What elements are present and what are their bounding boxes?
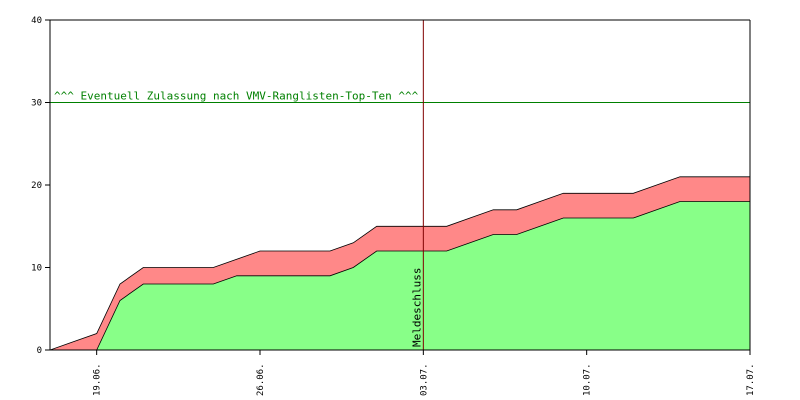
y-tick-label: 20 [31, 181, 42, 191]
threshold-label: ^^^ Eventuell Zulassung nach VMV-Ranglis… [54, 90, 419, 103]
x-tick-label: 03.07. [419, 363, 429, 396]
threshold-line-group: ^^^ Eventuell Zulassung nach VMV-Ranglis… [50, 90, 750, 103]
y-tick-label: 40 [31, 16, 42, 26]
x-tick-label: 26.06. [256, 363, 266, 396]
area-series-group [27, 177, 750, 350]
deadline-line-group: Meldeschluss [410, 20, 423, 350]
x-tick-label: 19.06. [93, 363, 103, 396]
x-tick-label: 10.07. [583, 363, 593, 396]
y-tick-label: 10 [31, 264, 42, 274]
y-tick-label: 0 [37, 346, 42, 356]
x-ticks-group: 19.06. 26.06. 03.07. 10.07. 17.07. [93, 350, 756, 396]
deadline-label: Meldeschluss [410, 268, 423, 347]
x-tick-label: 17.07. [746, 363, 756, 396]
y-ticks-group: 0 10 20 30 40 [31, 16, 50, 356]
y-tick-label: 30 [31, 99, 42, 109]
